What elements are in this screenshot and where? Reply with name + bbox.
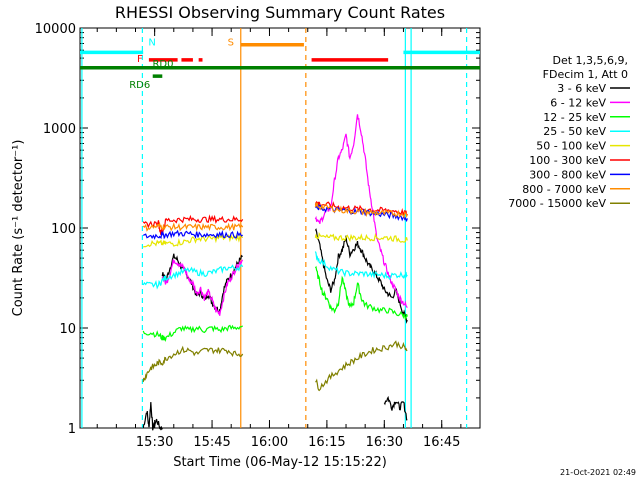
legend-header-1: Det 1,3,5,6,9, xyxy=(552,54,628,67)
series-line xyxy=(142,345,244,383)
x-tick-label: 16:30 xyxy=(366,435,403,450)
y-tick-label: 10000 xyxy=(35,22,76,37)
series-line xyxy=(142,264,244,290)
x-axis-label: Start Time (06-May-12 15:15:22) xyxy=(173,455,387,470)
y-tick-label: 1 xyxy=(68,422,76,437)
x-axis: 15:30 15:45 16:00 16:15 16:30 16:45 xyxy=(96,28,462,450)
legend-entry-label: 100 - 300 keV xyxy=(529,154,606,167)
x-tick-label: 16:45 xyxy=(423,435,460,450)
series-line xyxy=(314,265,408,321)
x-tick-label: 16:15 xyxy=(308,435,345,450)
legend-entry-label: 25 - 50 keV xyxy=(543,125,606,138)
flag-label: RD0 xyxy=(152,59,173,70)
vertical-markers xyxy=(81,28,468,428)
series-line xyxy=(142,402,163,431)
legend-entry-label: 50 - 100 keV xyxy=(536,140,606,153)
series-line xyxy=(142,229,244,240)
series-line xyxy=(314,202,408,219)
x-tick-label: 16:00 xyxy=(251,435,288,450)
legend-entry-label: 3 - 6 keV xyxy=(557,82,606,95)
footer-timestamp: 21-Oct-2021 02:49 xyxy=(560,468,636,477)
x-tick-label: 15:45 xyxy=(193,435,230,450)
series-line xyxy=(161,259,244,316)
flag-label: S xyxy=(228,38,234,49)
series-line xyxy=(142,324,244,343)
legend-entry-label: 6 - 12 keV xyxy=(550,96,606,109)
chart-title: RHESSI Observing Summary Count Rates xyxy=(115,3,445,22)
flag-label: N xyxy=(148,37,155,48)
y-tick-label: 1000 xyxy=(43,122,76,137)
legend-entry-label: 300 - 800 keV xyxy=(529,168,606,181)
flag-label: RD6 xyxy=(129,80,150,91)
x-tick-label: 15:30 xyxy=(136,435,173,450)
series-line xyxy=(315,340,408,392)
y-axis-label: Count Rate (s⁻¹ detector⁻¹) xyxy=(11,140,26,317)
legend: Det 1,3,5,6,9, FDecim 1, Att 0 3 - 6 keV… xyxy=(508,54,630,210)
series-line xyxy=(314,228,408,324)
series-line xyxy=(383,395,408,421)
legend-entry-label: 12 - 25 keV xyxy=(543,111,606,124)
legend-entry-label: 7000 - 15000 keV xyxy=(508,197,606,210)
series-line xyxy=(314,231,408,243)
data-series xyxy=(142,114,408,431)
series-line xyxy=(142,221,244,232)
series-line xyxy=(314,251,408,280)
y-axis: 1 10 100 1000 10000 xyxy=(35,22,480,437)
flag-label: F xyxy=(137,54,143,65)
legend-header-2: FDecim 1, Att 0 xyxy=(543,68,628,81)
series-line xyxy=(314,200,408,217)
y-tick-label: 10 xyxy=(59,322,76,337)
y-tick-label: 100 xyxy=(51,222,76,237)
legend-entry-label: 800 - 7000 keV xyxy=(522,183,606,196)
